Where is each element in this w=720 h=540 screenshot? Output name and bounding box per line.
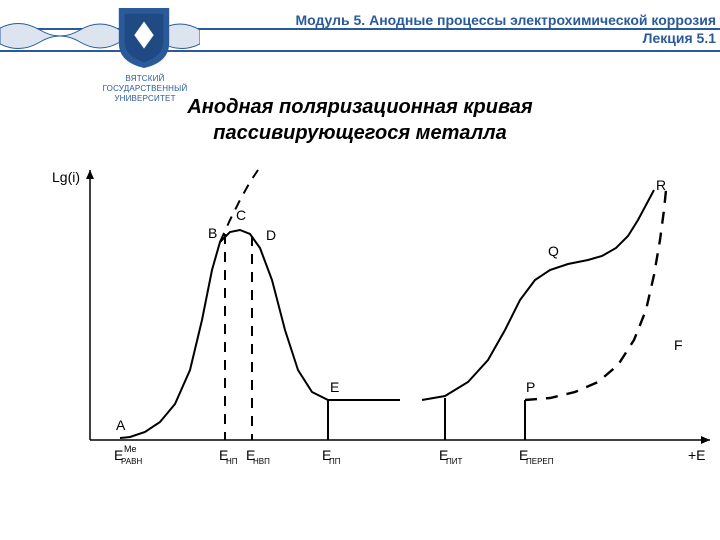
module-title: Модуль 5. Анодные процессы электрохимиче… bbox=[180, 12, 716, 28]
svg-text:P: P bbox=[526, 379, 535, 395]
svg-text:НВП: НВП bbox=[253, 457, 270, 466]
svg-text:R: R bbox=[656, 177, 666, 193]
university-shield bbox=[114, 6, 174, 68]
svg-text:D: D bbox=[266, 227, 276, 243]
svg-text:A: A bbox=[116, 417, 126, 433]
svg-text:ПЕРЕП: ПЕРЕП bbox=[526, 457, 554, 466]
svg-text:E: E bbox=[330, 379, 339, 395]
uni-line2: ГОСУДАРСТВЕННЫЙ bbox=[100, 84, 190, 94]
svg-text:РАВН: РАВН bbox=[121, 457, 142, 466]
title-line2: пассивирующегося металла bbox=[0, 120, 720, 146]
svg-text:ПП: ПП bbox=[329, 457, 341, 466]
svg-text:Lg(i): Lg(i) bbox=[52, 169, 80, 185]
svg-text:Me: Me bbox=[124, 444, 137, 454]
svg-text:C: C bbox=[236, 207, 246, 223]
title-line1: Анодная поляризационная кривая bbox=[0, 94, 720, 120]
svg-text:ПИТ: ПИТ bbox=[446, 457, 463, 466]
svg-text:+E: +E bbox=[688, 447, 706, 463]
page-title: Анодная поляризационная кривая пассивиру… bbox=[0, 94, 720, 146]
svg-text:F: F bbox=[674, 337, 683, 353]
svg-text:НП: НП bbox=[226, 457, 238, 466]
svg-text:B: B bbox=[208, 225, 217, 241]
svg-text:Q: Q bbox=[548, 243, 559, 259]
lecture-title: Лекция 5.1 bbox=[180, 30, 716, 46]
polarization-curve-chart: Lg(i)+EEMeРАВНEНПEНВПEППEПИТEПЕРЕПABCDEP… bbox=[20, 160, 720, 500]
uni-line1: ВЯТСКИЙ bbox=[100, 74, 190, 84]
